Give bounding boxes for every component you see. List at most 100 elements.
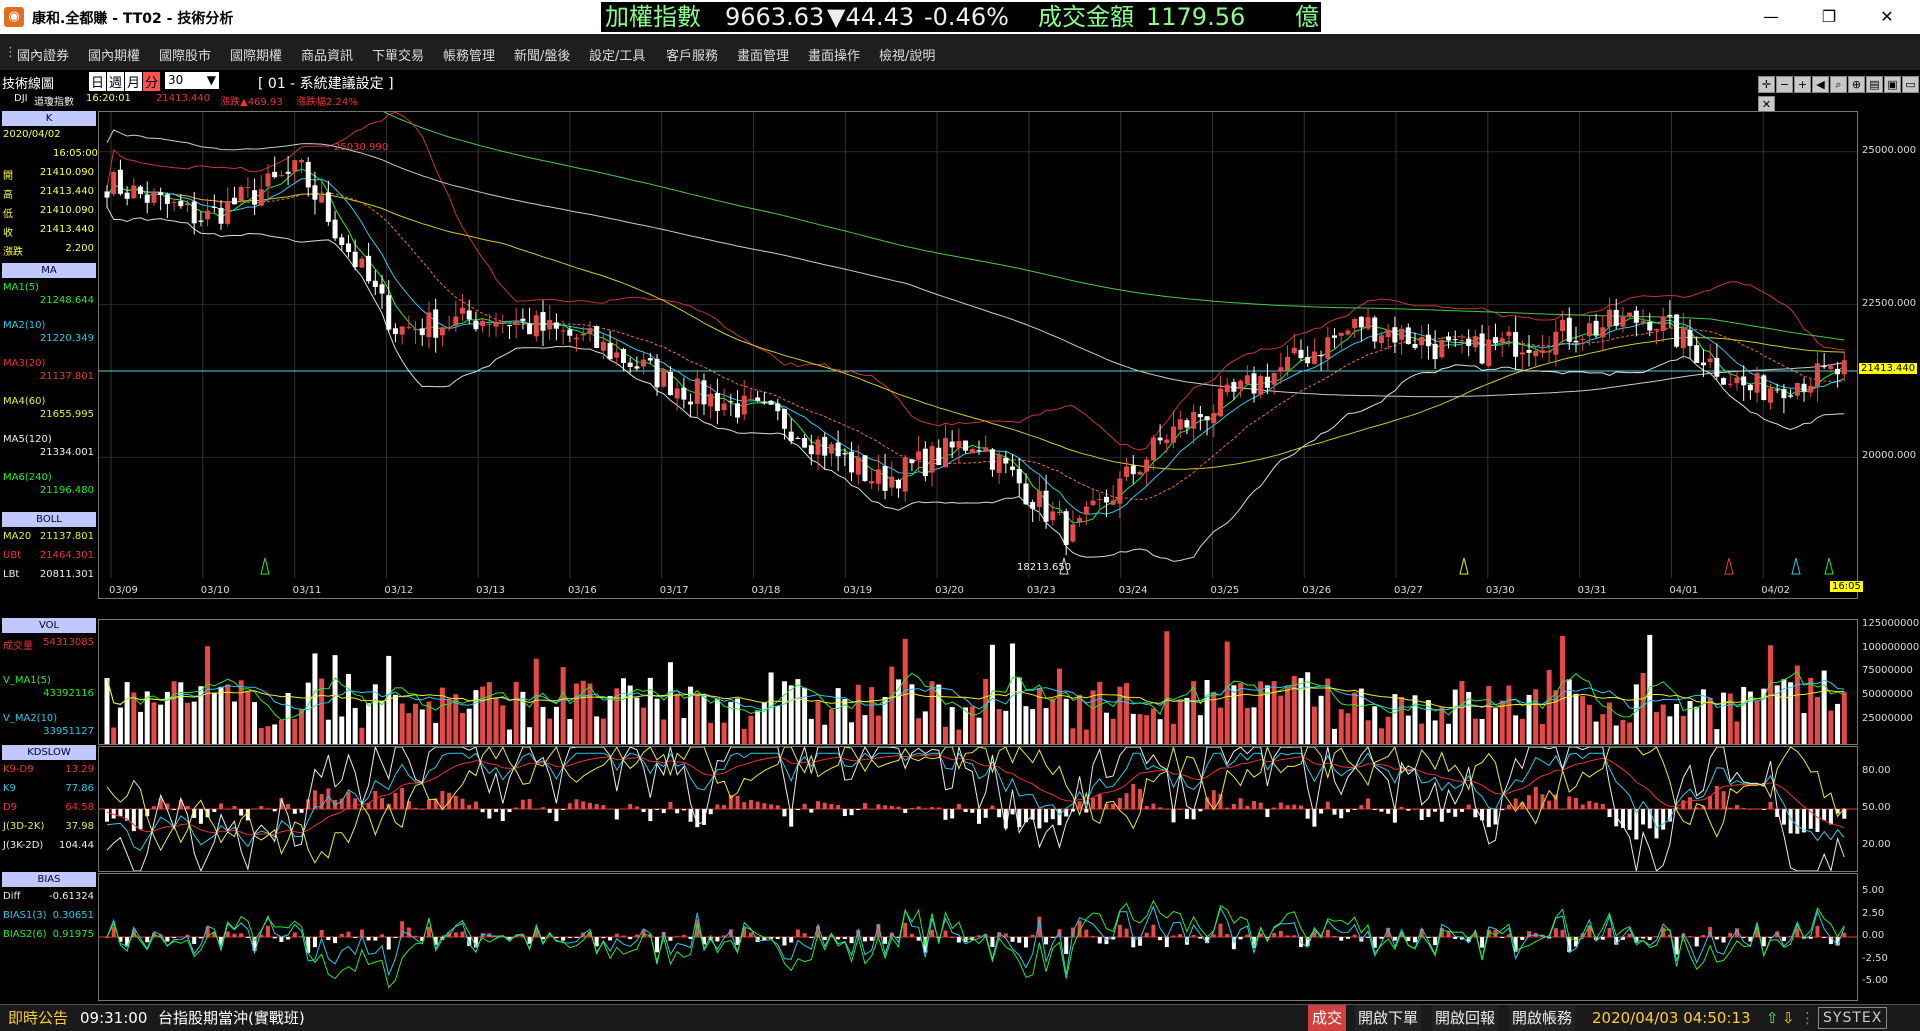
kd-diff-bar: [1104, 803, 1109, 809]
magnify-icon[interactable]: ⊕: [1848, 76, 1865, 93]
kd-diff-bar: [1044, 809, 1049, 823]
search-icon[interactable]: ⌕: [1830, 76, 1847, 93]
candle-body: [1821, 366, 1827, 368]
save-icon[interactable]: ▣: [1884, 76, 1901, 93]
kd-diff-bar: [312, 790, 317, 809]
kd-diff-bar: [1386, 809, 1391, 814]
candle-body: [1519, 352, 1525, 355]
volume-bar: [480, 686, 486, 744]
bias-diff-bar: [561, 937, 566, 941]
bias-diff-bar: [641, 930, 646, 937]
candle-body: [1352, 319, 1358, 328]
period-tab-week[interactable]: 週: [107, 72, 125, 91]
candle-body: [191, 201, 197, 224]
period-tab-month[interactable]: 月: [125, 72, 143, 91]
crosshair-icon[interactable]: ✛: [1758, 76, 1775, 93]
menu-item-settings-tools[interactable]: 設定/工具: [589, 49, 646, 64]
menu-item-view-help[interactable]: 檢視/說明: [879, 49, 936, 64]
candle-body: [1560, 320, 1566, 332]
volume-bar: [1647, 634, 1653, 744]
kd-diff-bar: [695, 809, 700, 828]
clock-datetime: 2020/04/03 04:50:13: [1592, 1009, 1751, 1027]
interval-select[interactable]: 30 ▼: [165, 72, 219, 89]
bias-diff-bar: [165, 937, 170, 942]
bias-diff-bar: [333, 937, 338, 944]
kd-chart-panel[interactable]: [98, 746, 1858, 872]
close-button[interactable]: ✕: [1880, 7, 1894, 26]
period-tab-day[interactable]: 日: [89, 72, 107, 91]
open-account-button[interactable]: 開啟帳務: [1509, 1005, 1576, 1031]
bias-chart-panel[interactable]: [98, 873, 1858, 1001]
bias-diff-bar: [1688, 936, 1693, 938]
kd-diff-bar: [836, 805, 841, 809]
bias-diff-bar: [393, 937, 398, 938]
bias-diff-bar: [1473, 932, 1478, 937]
layout-icon[interactable]: ▤: [1866, 76, 1883, 93]
candle-body: [1412, 344, 1418, 348]
ma2-line: [106, 178, 1845, 515]
kd-diff-bar: [789, 809, 794, 827]
price-chart-panel[interactable]: 03/09 03/10 03/11 03/12 03/13 03/16 03/17 03/18…: [98, 111, 1858, 599]
kd-diff-bar: [1366, 798, 1371, 809]
turnover-value: 1179.56: [1146, 3, 1246, 31]
menu-item-domestic-securities[interactable]: 國內證券: [17, 49, 70, 64]
restore-button[interactable]: ❐: [1821, 7, 1837, 26]
menu-item-account-mgmt[interactable]: 帳務管理: [443, 49, 496, 64]
zoom-in-icon[interactable]: +: [1794, 76, 1811, 93]
volume-bar: [1352, 692, 1358, 744]
notice-label[interactable]: 即時公告: [8, 1009, 69, 1027]
menu-item-order-trading[interactable]: 下單交易: [372, 49, 425, 64]
volume-bar: [1405, 715, 1411, 744]
volume-bar: [1103, 712, 1109, 744]
open-order-button[interactable]: 開啟下單: [1355, 1005, 1422, 1031]
candle-body: [1680, 328, 1686, 349]
candle-body: [989, 449, 995, 470]
scroll-left-icon[interactable]: ◀: [1812, 76, 1829, 93]
volume-bar: [1090, 690, 1096, 744]
window-icon[interactable]: ▭: [1902, 76, 1919, 93]
preset-label[interactable]: [ 01 - 系統建議設定 ]: [258, 76, 394, 92]
menu-item-customer-service[interactable]: 客戶服務: [666, 49, 719, 64]
candle-body: [822, 436, 828, 456]
menu-item-product-info[interactable]: 商品資訊: [301, 49, 354, 64]
menu-item-screen-ops[interactable]: 畫面操作: [808, 49, 861, 64]
candle-body: [1023, 483, 1029, 505]
bias-diff-bar: [930, 929, 935, 937]
kd-diff-bar: [923, 808, 928, 810]
menu-item-news[interactable]: 新聞/盤後: [514, 49, 571, 64]
open-report-button[interactable]: 開啟回報: [1432, 1005, 1499, 1031]
minimize-button[interactable]: —: [1763, 7, 1779, 26]
kd-diff-bar: [447, 792, 452, 809]
kd-diff-bar: [1547, 800, 1552, 809]
kd-diff-bar: [775, 805, 780, 809]
candle-body: [366, 255, 372, 282]
last-time-badge: 16:05: [1830, 581, 1863, 592]
volume-chart-panel[interactable]: [98, 619, 1858, 745]
candle-body: [855, 456, 861, 475]
volume-bar: [1238, 682, 1244, 744]
candle-body: [553, 322, 559, 329]
volume-bar: [1271, 681, 1277, 744]
j-3d2k-line: [106, 747, 1845, 864]
kd-diff-bar: [701, 809, 706, 825]
bias-diff-bar: [1252, 937, 1257, 948]
menu-item-intl-futures[interactable]: 國際期權: [230, 49, 283, 64]
kd-diff-bar: [769, 804, 774, 809]
indicator-value: 37.98: [65, 821, 94, 832]
kd-diff-bar: [1815, 809, 1820, 832]
menu-item-screen-mgmt[interactable]: 畫面管理: [737, 49, 790, 64]
trade-button[interactable]: 成交: [1308, 1005, 1347, 1031]
bias-diff-bar: [1835, 937, 1840, 946]
kd-diff-bar: [1500, 809, 1505, 811]
period-tab-minute[interactable]: 分: [143, 72, 161, 91]
notice-text[interactable]: 台指股期當沖(實戰班): [158, 1009, 305, 1027]
kd-diff-bar: [1419, 809, 1424, 820]
menu-item-domestic-futures[interactable]: 國內期權: [88, 49, 141, 64]
zoom-out-icon[interactable]: −: [1776, 76, 1793, 93]
candle-body: [245, 187, 251, 189]
candle-body: [184, 203, 190, 206]
candle-body: [1305, 357, 1311, 364]
kd-diff-bar: [1600, 803, 1605, 809]
menu-item-intl-stocks[interactable]: 國際股市: [159, 49, 212, 64]
bias-diff-bar: [453, 932, 458, 937]
